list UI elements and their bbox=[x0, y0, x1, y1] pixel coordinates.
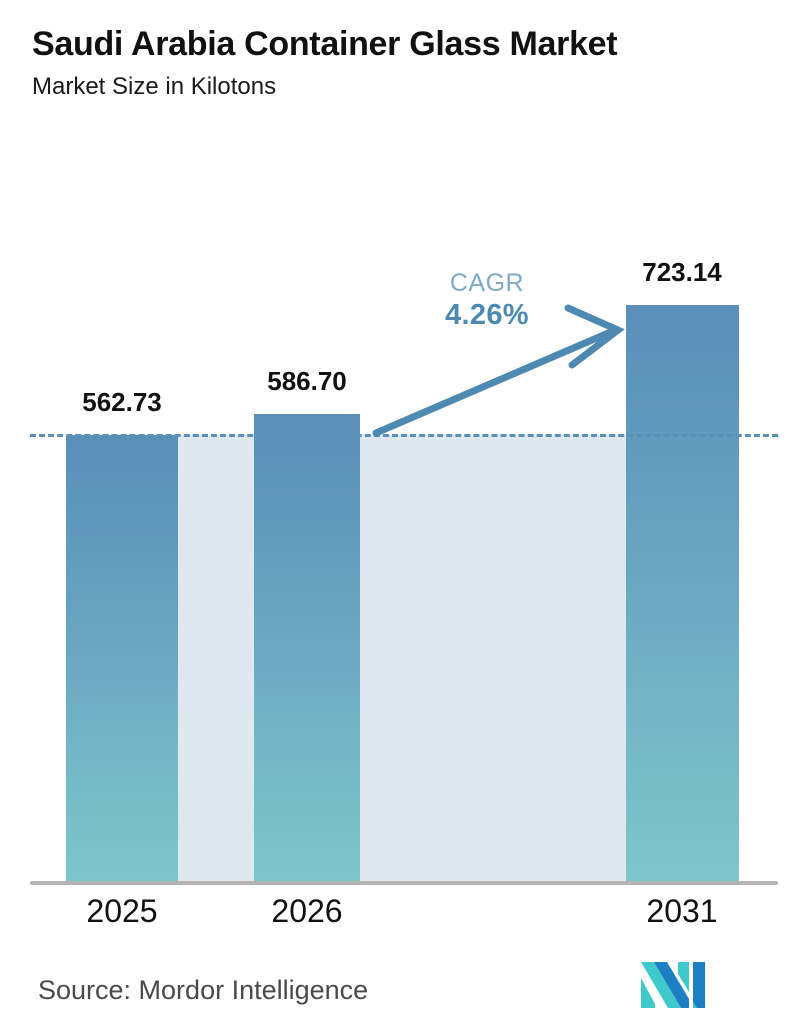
cagr-annotation: CAGR 4.26% bbox=[412, 268, 562, 332]
bar-2026 bbox=[254, 414, 360, 882]
bar-2025 bbox=[66, 435, 178, 882]
background-band-1 bbox=[178, 435, 254, 882]
reference-dashed-line bbox=[30, 434, 778, 437]
cagr-label: CAGR bbox=[449, 269, 525, 297]
cagr-value: 4.26% bbox=[445, 299, 529, 331]
page-title: Saudi Arabia Container Glass Market bbox=[32, 25, 618, 63]
bar-value-2026: 586.70 bbox=[267, 366, 347, 396]
source-text: Source: Mordor Intelligence bbox=[38, 975, 369, 1005]
bar-2031 bbox=[626, 305, 739, 882]
x-axis-label-2031: 2031 bbox=[646, 893, 718, 929]
arrow-up-right-icon bbox=[372, 304, 625, 437]
mordor-intelligence-logo bbox=[641, 962, 705, 1008]
x-axis-label-2026: 2026 bbox=[271, 893, 343, 929]
bar-value-2025: 562.73 bbox=[82, 387, 162, 417]
page-subtitle: Market Size in Kilotons bbox=[32, 73, 277, 100]
x-axis-line bbox=[30, 881, 778, 885]
background-band-2 bbox=[360, 435, 626, 882]
chart-header: Saudi Arabia Container Glass Market Mark… bbox=[32, 22, 772, 104]
x-axis-label-2025: 2025 bbox=[86, 893, 158, 929]
bar-value-2031: 723.14 bbox=[642, 257, 722, 287]
